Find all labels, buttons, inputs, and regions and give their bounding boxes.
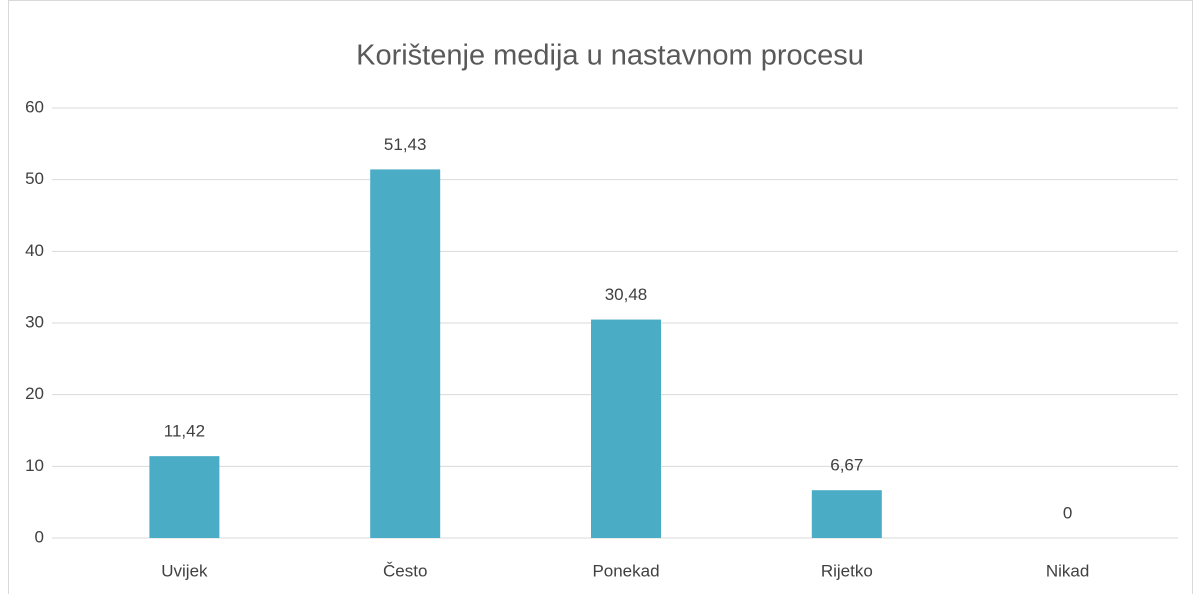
chart-title: Korištenje medija u nastavnom procesu — [356, 40, 864, 72]
x-tick-label: Nikad — [1046, 561, 1089, 580]
x-tick-label: Ponekad — [592, 561, 659, 580]
y-tick-label: 10 — [25, 456, 44, 475]
bar — [149, 456, 220, 538]
y-tick-label: 40 — [25, 241, 44, 260]
y-tick-label: 0 — [35, 527, 44, 546]
y-tick-label: 30 — [25, 312, 44, 331]
y-tick-label: 50 — [25, 169, 44, 188]
data-label: 30,48 — [605, 285, 648, 304]
data-label: 6,67 — [830, 456, 863, 475]
x-tick-label: Rijetko — [821, 561, 873, 580]
bar — [811, 490, 882, 538]
x-tick-label: Uvijek — [161, 561, 208, 580]
y-tick-label: 60 — [25, 97, 44, 116]
data-label: 51,43 — [384, 135, 427, 154]
bar — [370, 169, 441, 538]
bar — [591, 319, 661, 538]
y-tick-label: 20 — [25, 384, 44, 403]
data-label: 11,42 — [164, 422, 205, 441]
data-label: 0 — [1063, 503, 1072, 522]
x-tick-label: Često — [383, 561, 427, 580]
